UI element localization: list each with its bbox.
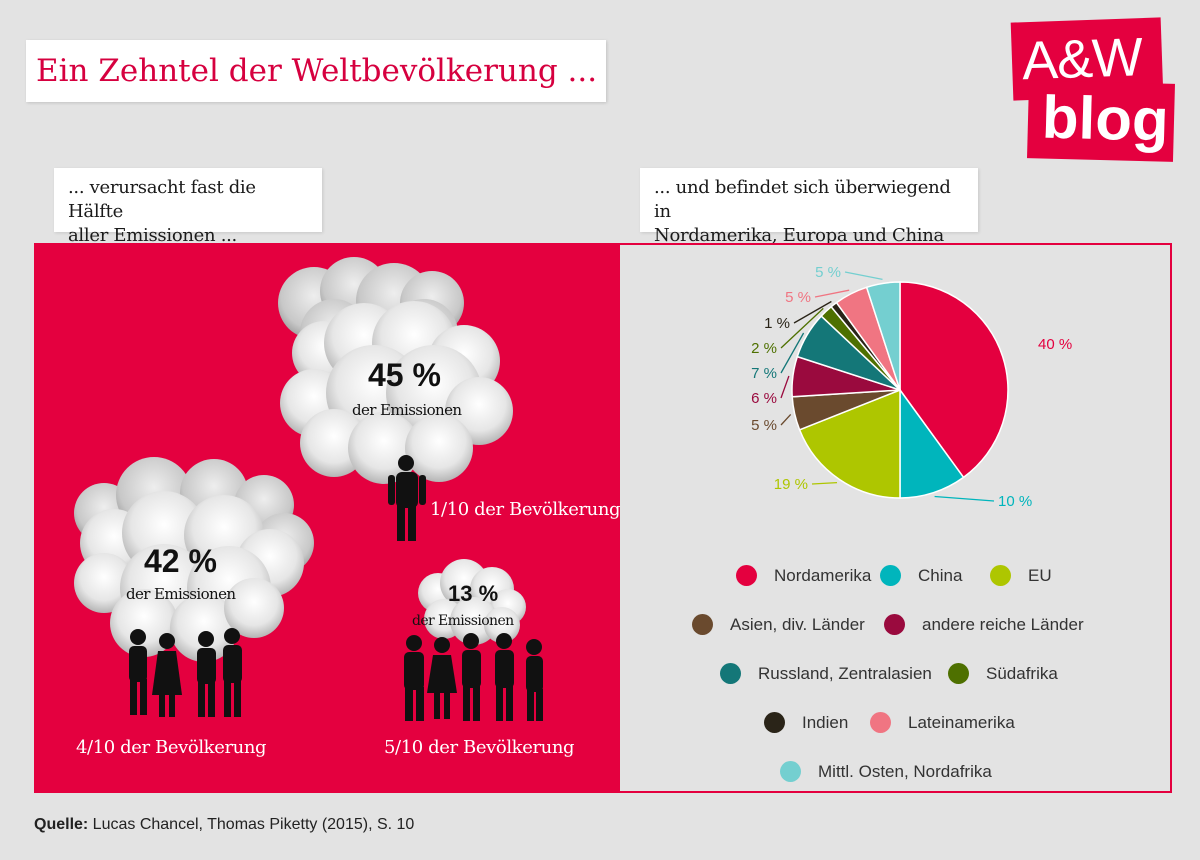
legend-label: Asien, div. Länder	[730, 614, 865, 634]
emissions-panel: 45 % der Emissionen 1/10 der Bevölkerung…	[34, 243, 621, 793]
legend-swatch-icon	[780, 761, 801, 782]
right-subtitle-box: ... und befindet sich überwiegend in Nor…	[640, 168, 978, 246]
logo-bottom-block: blog	[1027, 80, 1175, 162]
left-subtitle-line1: ... verursacht fast die Hälfte	[68, 177, 256, 222]
title-box: Ein Zehntel der Weltbevölkerung ...	[26, 40, 606, 102]
legend-swatch-icon	[736, 565, 757, 586]
leader-line-indien	[793, 300, 832, 324]
pct-45: 45 %	[368, 357, 441, 393]
population-label-1-10: 1/10 der Bevölkerung	[430, 499, 621, 520]
source-prefix: Quelle:	[34, 816, 89, 833]
legend-label: andere reiche Länder	[922, 614, 1084, 634]
value-label-asien-div-länder: 5 %	[751, 417, 777, 434]
cloud-13-icon	[418, 559, 526, 645]
legend-item-asien-div-länder: Asien, div. Länder	[692, 614, 865, 635]
legend-item-russland-zentralasien: Russland, Zentralasien	[720, 663, 932, 684]
source-text: Lucas Chancel, Thomas Piketty (2015), S.…	[88, 816, 415, 833]
emissions-label-45: der Emissionen	[352, 401, 462, 419]
legend-item-china: China	[880, 565, 962, 586]
value-label-nordamerika: 40 %	[1038, 336, 1072, 353]
legend-item-eu: EU	[990, 565, 1052, 586]
emissions-label-42: der Emissionen	[126, 585, 236, 603]
legend-label: Indien	[802, 712, 849, 732]
legend-item-nordamerika: Nordamerika	[736, 565, 871, 586]
page-title: Ein Zehntel der Weltbevölkerung ...	[36, 53, 598, 89]
leader-line-china	[934, 495, 995, 502]
legend-item-andere-reiche-länder: andere reiche Länder	[884, 614, 1084, 635]
right-subtitle-line2: Nordamerika, Europa und China	[654, 225, 944, 246]
leader-line-mittl-osten-nordafrika	[844, 271, 883, 281]
group-of-five-silhouette-icon	[404, 633, 543, 721]
legend-swatch-icon	[880, 565, 901, 586]
legend-label: China	[918, 565, 963, 585]
value-label-lateinamerika: 5 %	[785, 289, 811, 306]
leader-line-andere-reiche-länder	[780, 375, 790, 399]
region-panel: 40 % 10 % 19 % 5 % 6 % 7 % 2 % 1 % 5 % 5 % Nordam…	[620, 243, 1172, 793]
population-label-4-10: 4/10 der Bevölkerung	[76, 737, 267, 758]
legend-swatch-icon	[720, 663, 741, 684]
legend-swatch-icon	[948, 663, 969, 684]
legend-label: Südafrika	[986, 663, 1058, 683]
pie-chart: 40 %10 %19 %5 %6 %7 %2 %1 %5 %5 %	[751, 264, 1072, 510]
legend-label: Russland, Zentralasien	[758, 663, 932, 683]
left-subtitle-box: ... verursacht fast die Hälfte aller Emi…	[54, 168, 322, 246]
aw-blog-logo[interactable]: A&W blog	[1010, 14, 1175, 162]
legend-swatch-icon	[870, 712, 891, 733]
value-label-mittl-osten-nordafrika: 5 %	[815, 264, 841, 281]
value-label-südafrika: 2 %	[751, 340, 777, 357]
legend-swatch-icon	[990, 565, 1011, 586]
value-label-russland-zentralasien: 7 %	[751, 365, 777, 382]
legend-swatch-icon	[764, 712, 785, 733]
leader-line-lateinamerika	[814, 289, 850, 298]
pie-slice-nordamerika	[899, 281, 1009, 479]
population-label-5-10: 5/10 der Bevölkerung	[384, 737, 575, 758]
value-label-eu: 19 %	[774, 476, 808, 493]
group-of-four-silhouette-icon	[129, 628, 242, 717]
legend-label: Mittl. Osten, Nordafrika	[818, 761, 992, 781]
legend-item-lateinamerika: Lateinamerika	[870, 712, 1015, 733]
legend-item-mittl-osten-nordafrika: Mittl. Osten, Nordafrika	[780, 761, 992, 782]
pie-slice-eu	[798, 388, 901, 499]
leader-line-eu	[811, 481, 838, 485]
source-note: Quelle: Lucas Chancel, Thomas Piketty (2…	[34, 816, 414, 834]
value-label-china: 10 %	[998, 493, 1032, 510]
legend-swatch-icon	[884, 614, 905, 635]
leader-line-russland-zentralasien	[780, 332, 805, 374]
leader-line-asien-div-länder	[780, 413, 792, 426]
right-subtitle-line1: ... und befindet sich überwiegend in	[654, 177, 951, 222]
logo-line2: blog	[1041, 83, 1170, 154]
cloud-45-icon	[278, 257, 513, 484]
left-subtitle-line2: aller Emissionen ...	[68, 225, 237, 246]
pct-42: 42 %	[144, 543, 217, 579]
person-silhouette-icon	[388, 455, 426, 541]
value-label-andere-reiche-länder: 6 %	[751, 390, 777, 407]
leader-line-südafrika	[780, 307, 824, 349]
pie-slice-mittl-osten-nordafrika	[865, 281, 901, 391]
emissions-label-13: der Emissionen	[412, 613, 514, 629]
legend-item-südafrika: Südafrika	[948, 663, 1058, 684]
pct-13: 13 %	[448, 581, 499, 606]
clouds-illustration	[74, 257, 543, 721]
legend-label: Lateinamerika	[908, 712, 1015, 732]
value-label-indien: 1 %	[764, 315, 790, 332]
cloud-42-icon	[74, 457, 314, 662]
legend-label: EU	[1028, 565, 1052, 585]
legend-item-indien: Indien	[764, 712, 848, 733]
legend-label: Nordamerika	[774, 565, 872, 585]
legend-swatch-icon	[692, 614, 713, 635]
